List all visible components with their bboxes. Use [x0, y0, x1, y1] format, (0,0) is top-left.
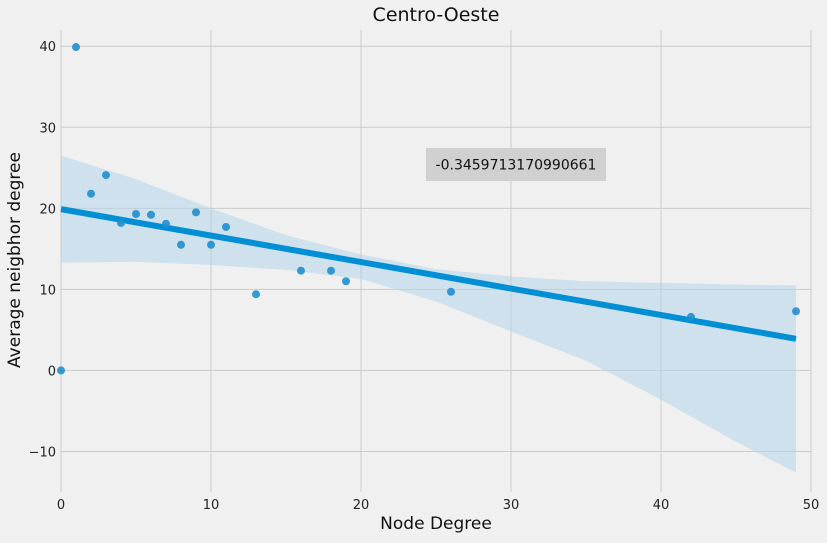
data-point — [57, 366, 65, 375]
data-point — [252, 290, 260, 299]
y-tick-label: 0 — [48, 364, 56, 379]
data-points — [57, 43, 800, 375]
data-point — [162, 219, 170, 228]
x-tick-labels: 0 10 20 30 40 50 — [57, 498, 819, 513]
regression-line — [60, 206, 797, 342]
x-tick-label: 0 — [57, 498, 65, 513]
data-point — [342, 277, 350, 286]
annotation-text: -0.3459713170990661 — [436, 158, 597, 174]
data-point — [687, 312, 695, 321]
y-axis-label: Average neigbhor degree — [5, 152, 25, 368]
data-point — [792, 307, 800, 316]
data-point — [207, 240, 215, 249]
data-point — [297, 266, 305, 275]
x-tick-label: 10 — [203, 498, 220, 513]
data-point — [447, 287, 455, 296]
data-point — [132, 209, 140, 218]
y-tick-label: 40 — [39, 40, 56, 55]
y-tick-label: 20 — [39, 202, 56, 217]
data-point — [72, 43, 80, 52]
data-point — [327, 266, 335, 275]
y-tick-labels: −10 0 10 20 30 40 — [29, 40, 56, 460]
data-point — [192, 208, 200, 217]
annotation-box: -0.3459713170990661 — [426, 148, 606, 181]
confidence-band — [61, 155, 796, 473]
x-axis-label: Node Degree — [380, 514, 492, 534]
data-point — [117, 218, 125, 227]
y-tick-label: 30 — [39, 121, 56, 136]
y-tick-label: 10 — [39, 283, 56, 298]
y-tick-label: −10 — [29, 445, 56, 460]
chart-title: Centro-Oeste — [373, 4, 500, 26]
x-tick-label: 30 — [503, 498, 520, 513]
data-point — [147, 210, 155, 219]
x-tick-label: 20 — [353, 498, 370, 513]
data-point — [177, 240, 185, 249]
x-tick-label: 50 — [803, 498, 820, 513]
confidence-band-layer — [61, 155, 796, 473]
regression-line-layer — [60, 206, 797, 342]
data-point — [87, 189, 95, 198]
data-point — [102, 171, 110, 180]
x-tick-label: 40 — [653, 498, 670, 513]
data-point — [222, 222, 230, 231]
annotation-background — [426, 148, 606, 181]
